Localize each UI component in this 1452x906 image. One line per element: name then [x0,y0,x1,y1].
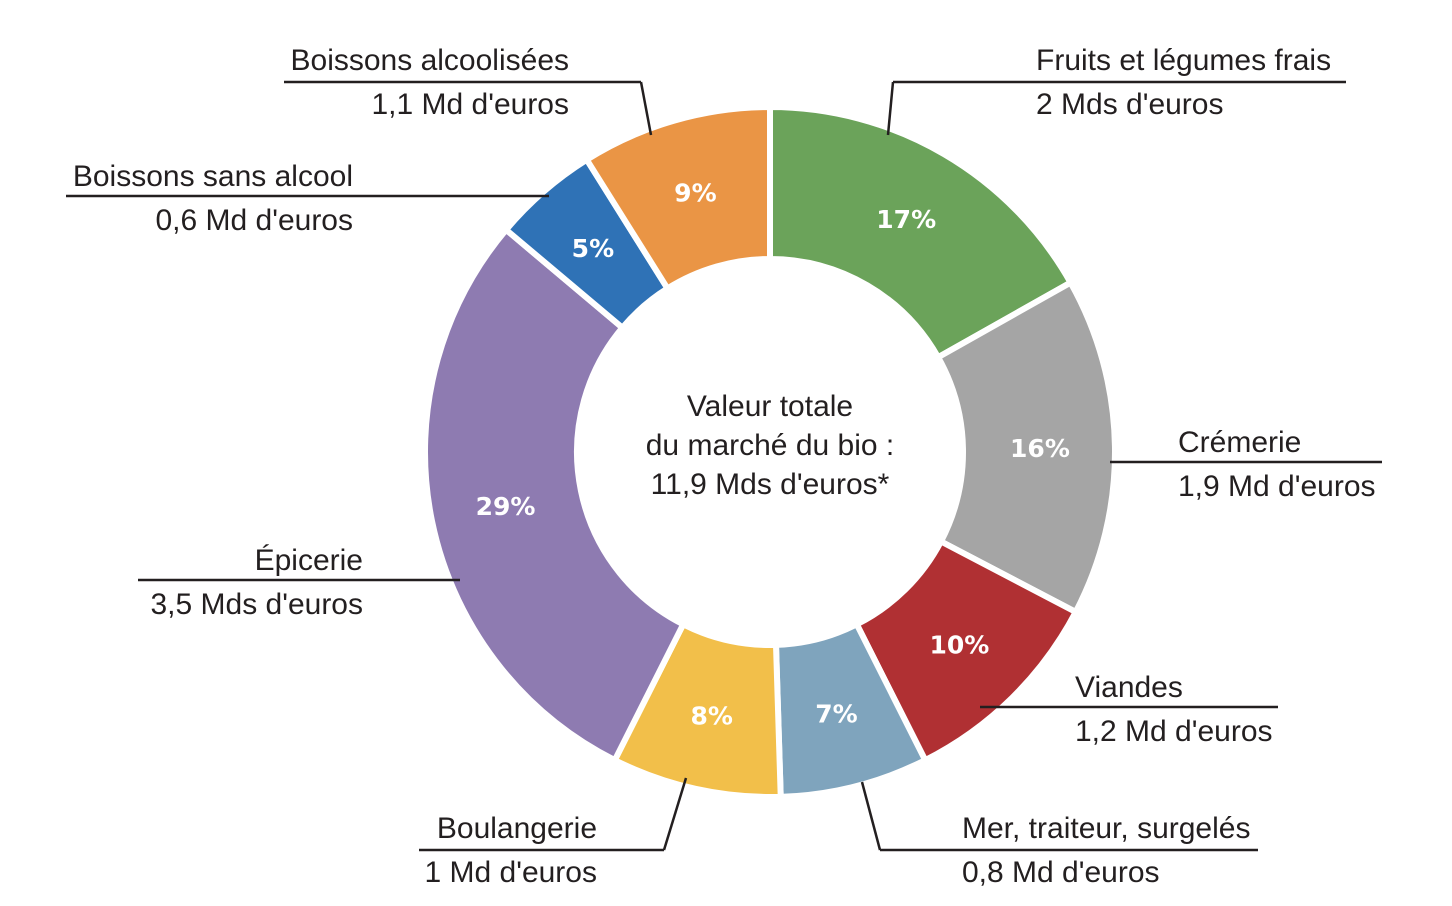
category-name-label: Crémerie [1178,426,1301,459]
percent-labels: 17% 16% 10% 7% 8% 29% 5% 9% [476,179,1070,731]
leader-line [662,777,688,851]
leader-line [860,781,882,851]
category-name-label: Boulangerie [437,812,597,845]
center-line-2: du marché du bio : [646,429,894,462]
center-line-3: 11,9 Mds d'euros* [651,468,890,501]
category-value-label: 0,6 Md d'euros [155,204,353,237]
category-value-label: 1,2 Md d'euros [1075,715,1273,748]
category-value-label: 1,9 Md d'euros [1178,470,1376,503]
center-line-1: Valeur totale [687,390,853,423]
slice-percent-label: 9% [674,179,716,208]
category-name-label: Viandes [1075,671,1183,704]
category-name-label: Mer, traiteur, surgelés [962,812,1250,845]
category-value-label: 3,5 Mds d'euros [150,588,363,621]
leader-lines [66,80,1382,852]
slice-percent-label: 5% [572,234,614,263]
slice-percent-label: 7% [815,700,857,729]
category-value-label: 1 Md d'euros [425,856,598,889]
slice-7 [582,103,773,293]
slice-percent-label: 17% [876,205,936,234]
slice-percent-label: 10% [930,630,990,659]
category-value-label: 2 Mds d'euros [1036,88,1224,121]
category-name-label: Boissons sans alcool [73,160,353,193]
slice-0 [767,103,1075,362]
leader-line [886,81,895,136]
category-labels: Fruits et légumes frais 2 Mds d'euros Crém… [73,44,1376,889]
donut-slices [422,103,1118,800]
category-name-label: Épicerie [255,544,363,577]
slice-1 [934,278,1118,617]
category-value-label: 1,1 Md d'euros [371,88,569,121]
leader-line [639,81,653,136]
category-value-label: 0,8 Md d'euros [962,856,1160,889]
slice-percent-label: 8% [690,702,732,731]
slice-percent-label: 16% [1010,434,1070,463]
slice-percent-label: 29% [476,492,536,521]
center-label: Valeur totale du marché du bio : 11,9 Md… [646,390,894,501]
slice-5 [422,225,688,765]
category-name-label: Boissons alcoolisées [291,44,569,77]
category-name-label: Fruits et légumes frais [1036,44,1331,77]
